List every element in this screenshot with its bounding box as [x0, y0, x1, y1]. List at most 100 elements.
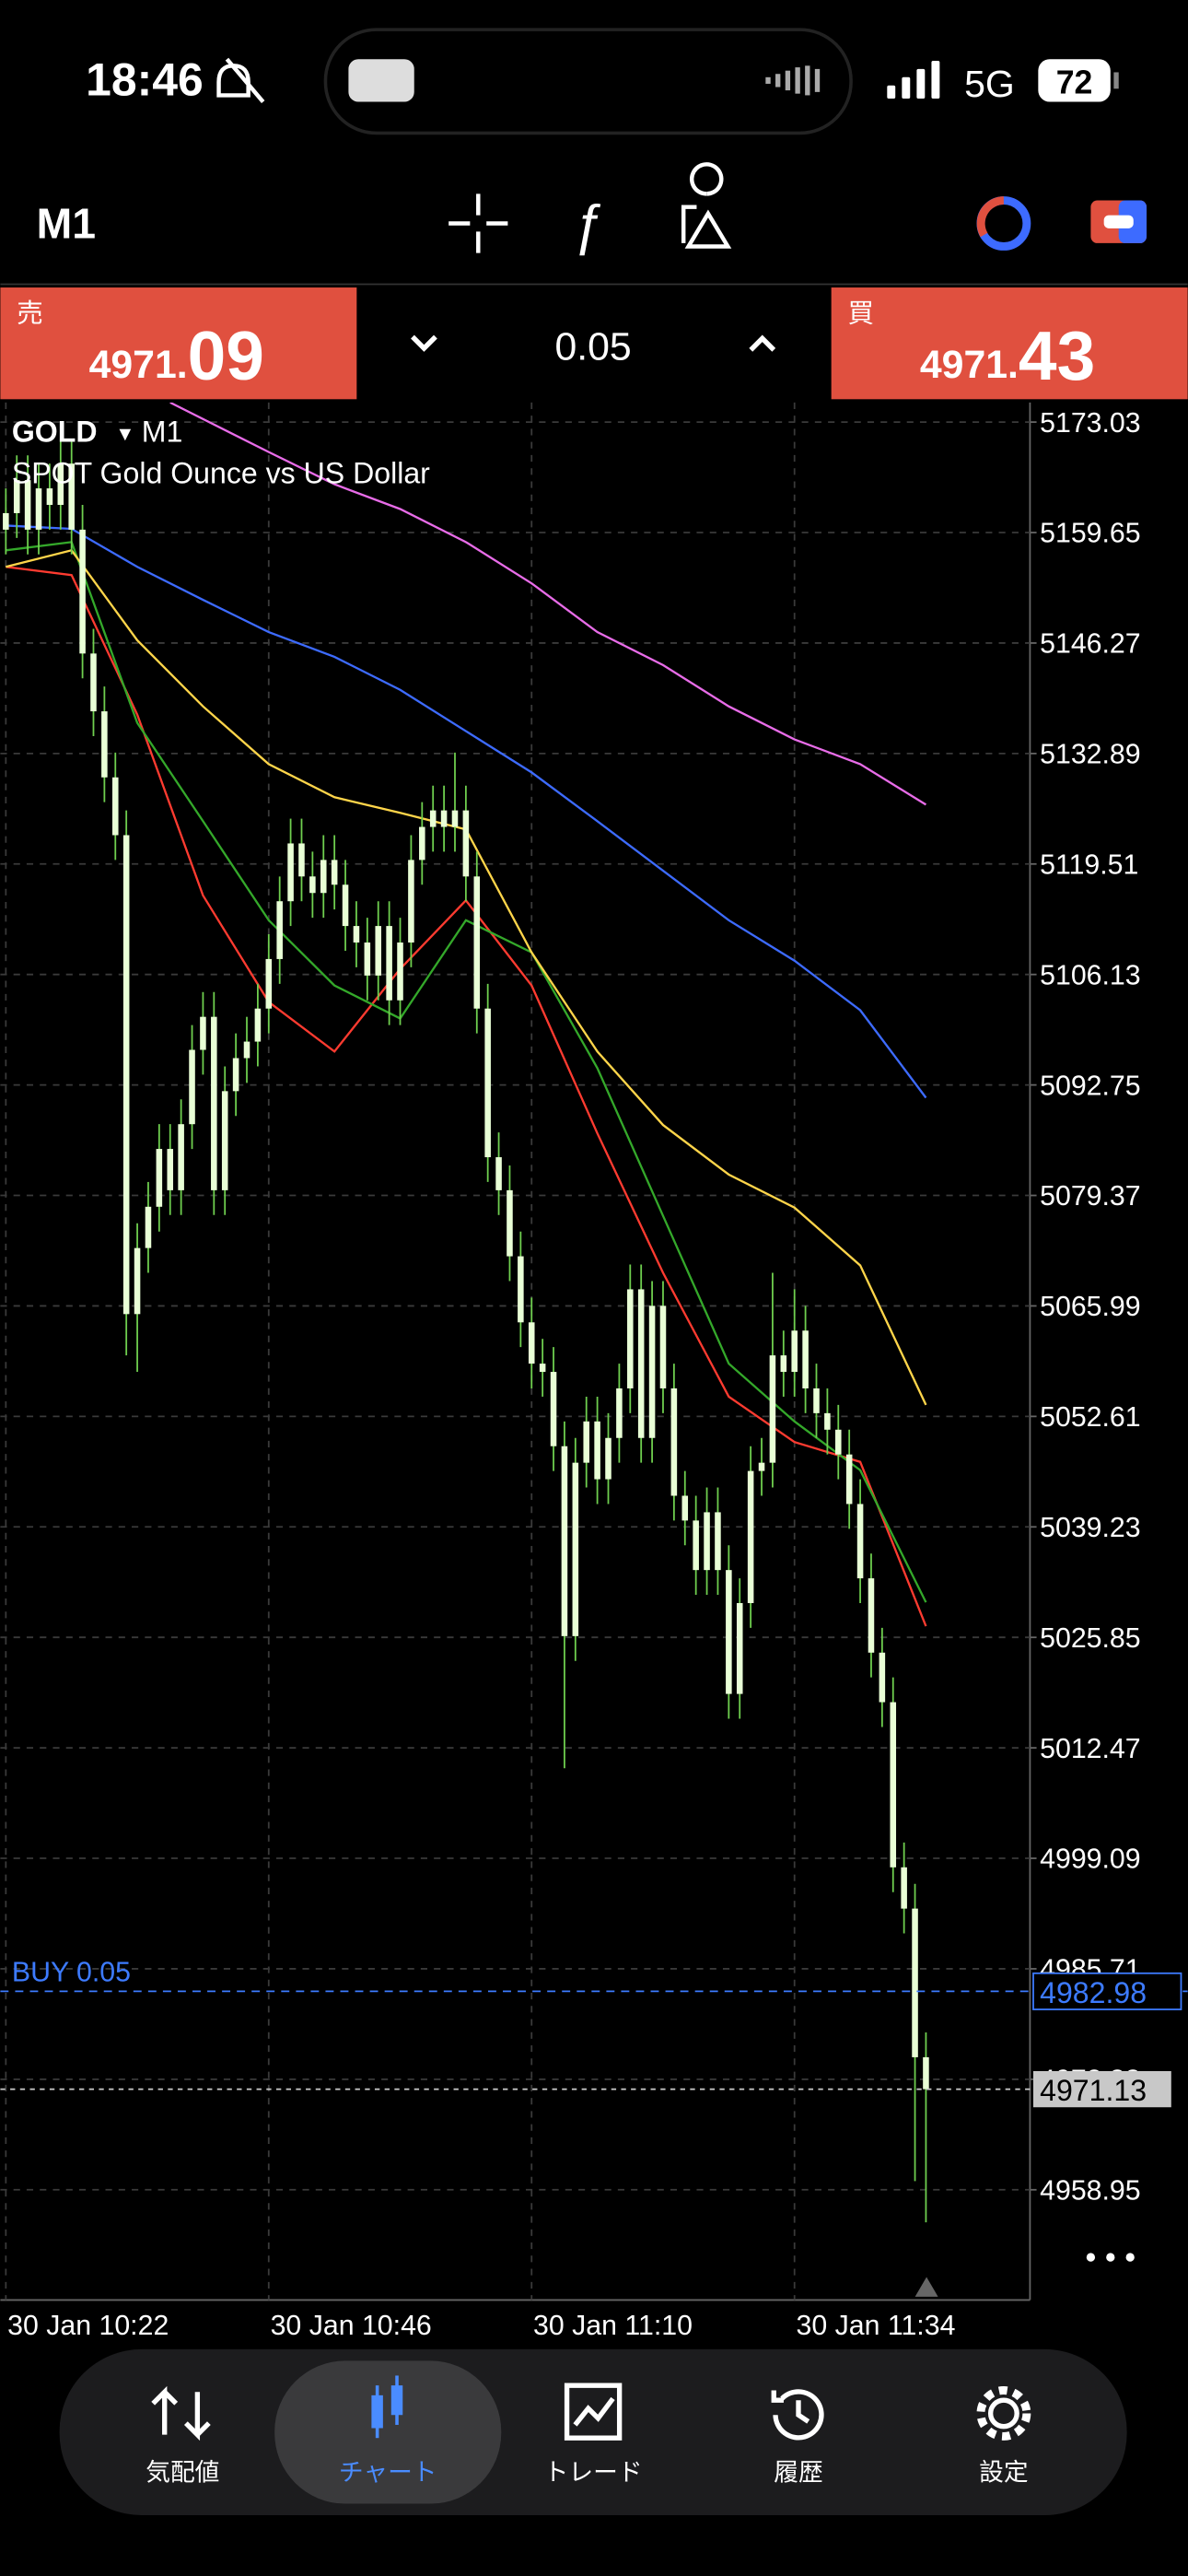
- x-tick-label: 30 Jan 10:22: [7, 2311, 169, 2341]
- y-tick-label: 5132.89: [1040, 740, 1141, 770]
- lot-decrease[interactable]: [411, 334, 437, 352]
- y-tick-label: 5065.99: [1040, 1292, 1141, 1322]
- candle-body: [112, 777, 119, 836]
- y-tick-label: 5012.47: [1040, 1734, 1141, 1764]
- symbol-description: SPOT Gold Ounce vs US Dollar: [12, 456, 430, 489]
- candle-body: [495, 1157, 502, 1190]
- order-label[interactable]: BUY 0.05: [12, 1958, 131, 1988]
- candle-body: [758, 1462, 765, 1471]
- moving-average: [6, 524, 927, 1099]
- candle-body: [178, 1124, 184, 1190]
- candle-body: [287, 843, 294, 902]
- tab-label[interactable]: 設定: [979, 2459, 1028, 2487]
- candle-body: [419, 826, 425, 861]
- candle-body: [156, 1149, 163, 1207]
- tab-label[interactable]: トレード: [544, 2459, 643, 2487]
- candle-body: [68, 463, 75, 530]
- app-thumb: [348, 59, 414, 102]
- candle-body: [923, 2056, 929, 2090]
- candle-body: [265, 958, 273, 1009]
- order-price: 4982.98: [1040, 1976, 1147, 2009]
- tab-bar: [59, 2348, 1127, 2516]
- candle-body: [232, 1058, 239, 1092]
- candle-body: [693, 1520, 699, 1571]
- scroll-marker: [914, 2277, 938, 2297]
- buy-button[interactable]: [831, 287, 1188, 400]
- candle-body: [101, 711, 108, 778]
- lot-increase[interactable]: [749, 334, 776, 352]
- tab-label[interactable]: チャート: [339, 2459, 437, 2487]
- timeframe-button[interactable]: M1: [37, 200, 96, 248]
- candle-body: [46, 488, 53, 506]
- order-price-tag: [1032, 1972, 1182, 2010]
- y-tick-label: 5039.23: [1040, 1513, 1141, 1543]
- candle-body: [572, 1462, 579, 1636]
- chart-icon[interactable]: [371, 2375, 403, 2439]
- y-tick-label: 5146.27: [1040, 629, 1141, 660]
- more-button[interactable]: [1086, 2253, 1135, 2262]
- candle-body: [200, 1016, 206, 1050]
- active-tab: [274, 2360, 502, 2504]
- candle-body: [386, 926, 392, 1001]
- candle-body: [890, 1702, 897, 1868]
- candle-body: [484, 1008, 491, 1158]
- candle-body: [57, 463, 64, 506]
- candle-body: [79, 529, 86, 654]
- candle-body: [856, 1504, 864, 1579]
- candle-body: [659, 1306, 667, 1388]
- y-tick-label: 5092.75: [1040, 1071, 1141, 1101]
- candle-body: [769, 1355, 776, 1463]
- y-tick-label: 5159.65: [1040, 519, 1141, 549]
- candle-body: [912, 1908, 918, 2057]
- y-tick-label: 4999.09: [1040, 1844, 1141, 1875]
- settings-icon[interactable]: [987, 2397, 1019, 2430]
- battery: [1038, 59, 1111, 102]
- symbol[interactable]: GOLD: [12, 416, 98, 449]
- candle-body: [3, 512, 9, 530]
- symbol-arrow: ▼: [115, 423, 134, 445]
- buy-price-main: 4971.: [920, 343, 1019, 387]
- y-tick-label: 5052.61: [1040, 1402, 1141, 1433]
- tab-label[interactable]: 気配値: [146, 2459, 219, 2487]
- candle-body: [13, 480, 20, 513]
- lot-size[interactable]: 0.05: [554, 325, 631, 369]
- objects-button[interactable]: [681, 162, 732, 249]
- trade-icon[interactable]: [564, 2383, 623, 2441]
- candle-body: [473, 876, 481, 1009]
- sell-button[interactable]: [0, 287, 357, 400]
- candle-body: [451, 810, 459, 827]
- network: 5G: [964, 63, 1015, 105]
- signal-icon: [887, 60, 940, 99]
- candle-body: [550, 1372, 557, 1446]
- tab-label[interactable]: 履歴: [774, 2459, 822, 2487]
- candle-body: [605, 1437, 611, 1480]
- moving-average: [169, 402, 927, 806]
- trade-toggle-knob: [1103, 215, 1134, 228]
- mute-icon: [216, 57, 265, 103]
- candle-body: [627, 1289, 634, 1388]
- candle-body: [309, 876, 316, 894]
- y-tick-label: 5079.37: [1040, 1181, 1141, 1212]
- candle-body: [561, 1446, 568, 1636]
- battery-level: 72: [1056, 64, 1093, 101]
- settings-icon-teeth: [976, 2386, 1031, 2441]
- x-tick-label: 30 Jan 11:34: [796, 2311, 955, 2341]
- dynamic-island: [323, 28, 853, 135]
- quotes-icon[interactable]: [151, 2385, 211, 2441]
- y-tick-label: 5106.13: [1040, 960, 1141, 990]
- history-icon[interactable]: [771, 2389, 824, 2441]
- candle-body: [189, 1049, 195, 1125]
- history-toggle-part: [976, 196, 1005, 238]
- indicators-button[interactable]: ƒ: [572, 193, 603, 256]
- candle-body: [320, 860, 327, 894]
- candle-body: [211, 1016, 217, 1190]
- y-tick-label: 5025.85: [1040, 1623, 1141, 1654]
- crosshair-button[interactable]: [448, 193, 508, 253]
- candle-body: [243, 1041, 250, 1059]
- candle-body: [637, 1289, 645, 1438]
- candle-body: [397, 943, 403, 1001]
- candle-body: [726, 1570, 732, 1694]
